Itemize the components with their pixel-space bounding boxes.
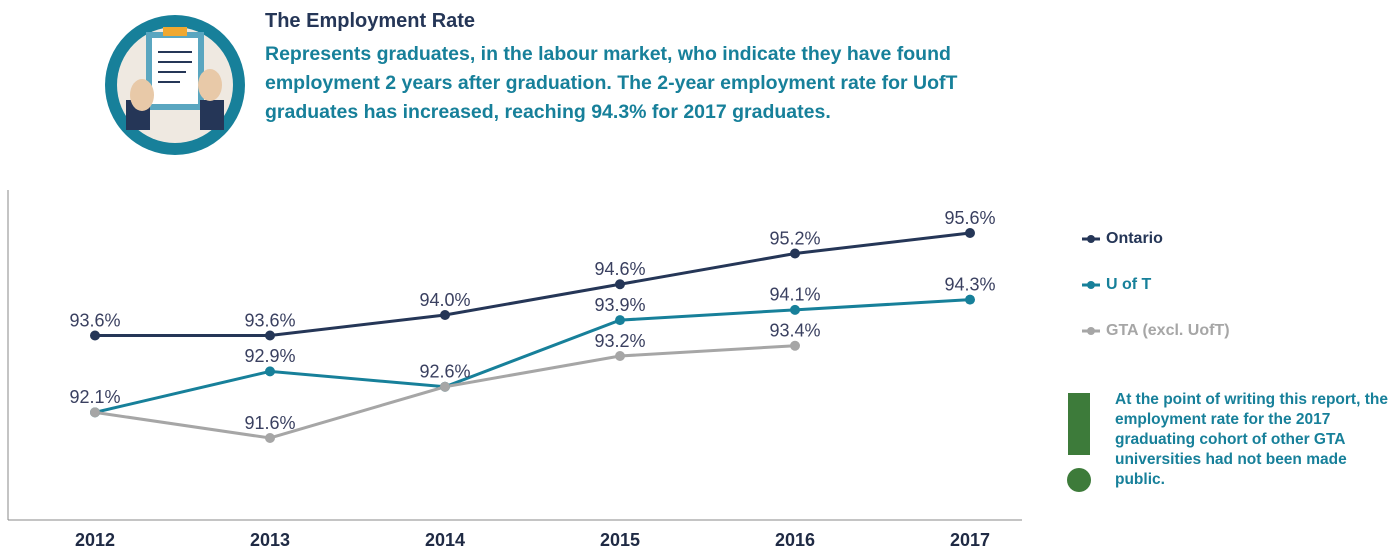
data-point: [615, 279, 625, 289]
value-label: 94.0%: [419, 290, 470, 310]
value-label: 95.2%: [769, 228, 820, 248]
value-label: 95.6%: [944, 208, 995, 228]
x-tick-label: 2015: [600, 530, 640, 550]
data-point: [790, 341, 800, 351]
exclamation-icon: [1068, 393, 1090, 455]
data-point: [265, 433, 275, 443]
legend-swatch: [1087, 327, 1095, 335]
value-label: 94.1%: [769, 285, 820, 305]
value-label: 94.6%: [594, 259, 645, 279]
value-label: 93.6%: [244, 310, 295, 330]
data-point: [440, 310, 450, 320]
series-line: [95, 233, 970, 336]
value-label: 92.6%: [419, 362, 470, 382]
value-label: 93.9%: [594, 295, 645, 315]
x-tick-label: 2016: [775, 530, 815, 550]
data-point: [615, 315, 625, 325]
exclamation-icon: [1067, 468, 1091, 492]
x-tick-label: 2017: [950, 530, 990, 550]
value-label: 93.6%: [69, 310, 120, 330]
value-label: 92.1%: [69, 387, 120, 407]
title: The Employment Rate: [265, 10, 475, 33]
data-point: [790, 305, 800, 315]
value-label: 92.9%: [244, 346, 295, 366]
description: Represents graduates, in the labour mark…: [265, 40, 995, 127]
legend-label: U of T: [1106, 276, 1152, 293]
note: At the point of writing this report, the…: [1115, 390, 1390, 490]
legend-swatch: [1087, 235, 1095, 243]
data-point: [90, 407, 100, 417]
data-point: [965, 228, 975, 238]
x-tick-label: 2012: [75, 530, 115, 550]
data-point: [965, 295, 975, 305]
x-tick-label: 2014: [425, 530, 465, 550]
data-point: [265, 366, 275, 376]
data-point: [615, 351, 625, 361]
legend-label: GTA (excl. UofT): [1106, 322, 1230, 339]
series-line: [95, 300, 970, 413]
value-label: 91.6%: [244, 413, 295, 433]
data-point: [90, 331, 100, 341]
series-line: [95, 346, 795, 438]
value-label: 93.4%: [769, 321, 820, 341]
legend-label: Ontario: [1106, 230, 1163, 247]
page: 2012 2013 2014 2015 2016 2017 93.6% 93.6% 94.0% 9…: [0, 0, 1396, 550]
data-point: [440, 382, 450, 392]
data-point: [265, 331, 275, 341]
x-tick-label: 2013: [250, 530, 290, 550]
value-label: 93.2%: [594, 331, 645, 351]
data-point: [790, 249, 800, 259]
value-label: 94.3%: [944, 274, 995, 294]
legend-swatch: [1087, 281, 1095, 289]
icon: [105, 15, 245, 155]
